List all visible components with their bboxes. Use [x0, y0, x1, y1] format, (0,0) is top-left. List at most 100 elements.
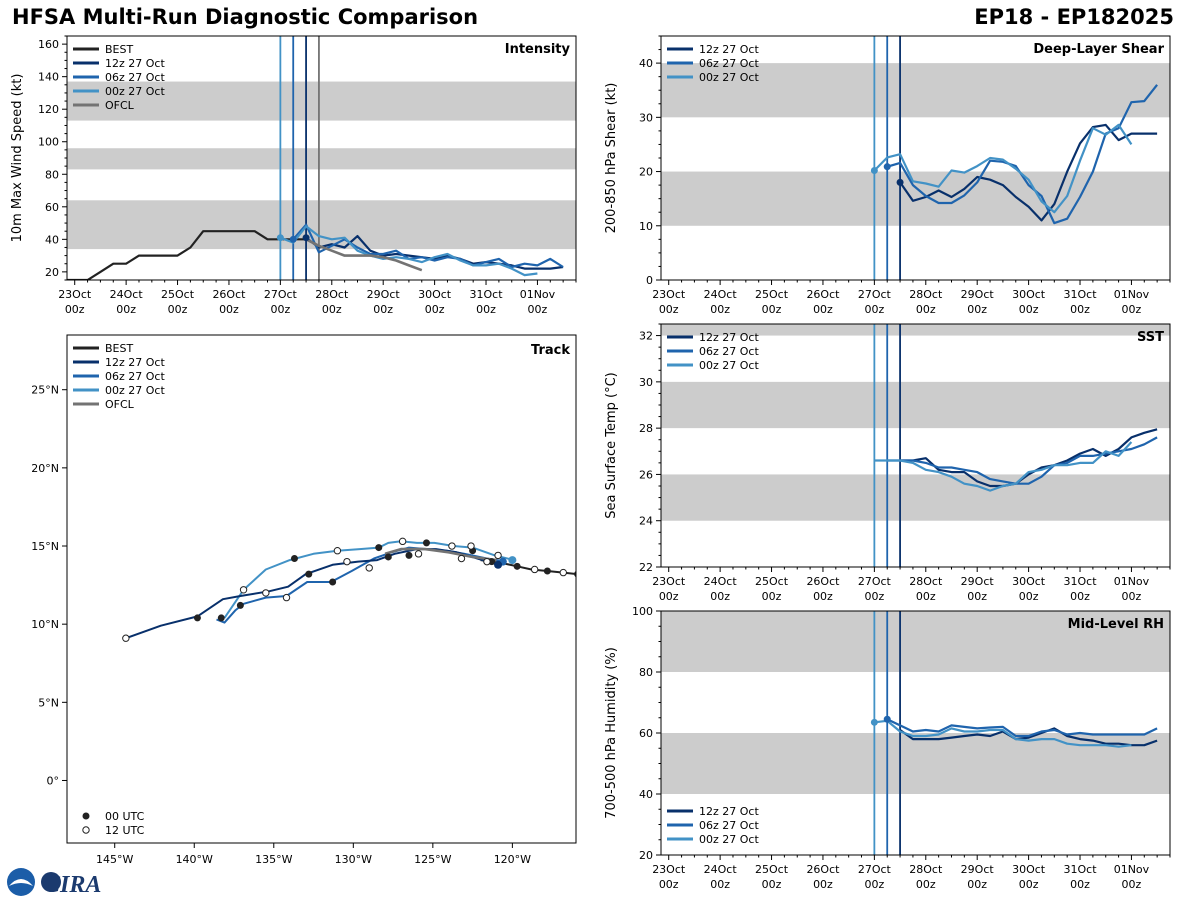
cira-globe-icon	[41, 872, 61, 892]
y-tick-label: 0°	[47, 774, 60, 787]
x-tick-sublabel: 00z	[116, 303, 136, 316]
legend-label: 00z 27 Oct	[105, 384, 165, 397]
panel-title: Track	[531, 343, 570, 358]
y-tick-label: 20°N	[31, 462, 59, 475]
fix-12utc	[494, 551, 502, 560]
init-marker	[276, 234, 284, 242]
legend-label: 12z 27 Oct	[105, 356, 165, 369]
fix-00utc	[422, 539, 430, 547]
x-tick-label: 25Oct	[755, 575, 789, 588]
series-line	[280, 225, 538, 277]
fix-12utc	[483, 557, 491, 566]
x-tick-sublabel: 00z	[476, 303, 496, 316]
y-tick-label: 40	[639, 788, 653, 801]
figure-title: HFSA Multi-Run Diagnostic Comparison	[12, 5, 479, 29]
fix-12utc	[122, 634, 130, 642]
y-tick-label: 60	[45, 201, 59, 214]
intensity-panel: 20 40 60 80 100 120 140 160 23Oct 00z 24Oct 00z 25Oc…	[10, 35, 577, 316]
fix-12utc	[414, 550, 423, 558]
y-tick-label: 30	[639, 111, 653, 124]
x-tick-label: 24Oct	[704, 288, 738, 301]
legend-label: 12z 27 Oct	[699, 43, 759, 56]
x-tick-sublabel: 00z	[373, 303, 393, 316]
y-axis-label: Sea Surface Temp (°C)	[604, 372, 619, 519]
x-tick-sublabel: 00z	[916, 303, 936, 316]
legend-label: BEST	[105, 342, 133, 355]
x-tick-label: 135°W	[255, 853, 292, 866]
x-tick-label: 30Oct	[1012, 575, 1046, 588]
x-tick-label: 27Oct	[858, 575, 892, 588]
x-tick-label: 25Oct	[161, 288, 195, 301]
track-panel: 145°W 140°W 135°W 130°W 125°W 120°W 0° 5°N 10°N 1…	[31, 334, 577, 866]
panel-title: Deep-Layer Shear	[1033, 42, 1164, 57]
x-tick-label: 28Oct	[315, 288, 349, 301]
fix-00utc	[574, 571, 576, 578]
fix-12utc	[448, 542, 456, 550]
y-tick-label: 20	[45, 266, 59, 279]
init-marker	[302, 234, 310, 242]
init-marker	[289, 235, 297, 243]
legend-label: 12 UTC	[105, 824, 145, 837]
track-start-marker	[508, 556, 517, 565]
x-tick-sublabel: 00z	[1070, 590, 1090, 603]
x-tick-sublabel: 00z	[65, 303, 85, 316]
x-tick-label: 24Oct	[110, 288, 144, 301]
x-tick-label: 31Oct	[1064, 288, 1098, 301]
shear-panel: 0 10 20 30 40 23Oct 00z 24Oct 00z 25Oct 00z 26Oct 00…	[604, 35, 1171, 316]
y-tick-label: 160	[38, 38, 59, 51]
x-tick-sublabel: 00z	[1122, 590, 1142, 603]
threshold-band	[67, 81, 576, 121]
legend-label: 12z 27 Oct	[699, 805, 759, 818]
noaa-bird-icon	[9, 879, 33, 886]
x-tick-label: 140°W	[176, 853, 213, 866]
legend-label: 12z 27 Oct	[699, 331, 759, 344]
x-tick-label: 29Oct	[961, 575, 995, 588]
x-tick-label: 23Oct	[58, 288, 92, 301]
x-tick-label: 29Oct	[961, 863, 995, 876]
sst-panel: 22 24 26 28 30 32 23Oct 00z 24Oct 00z 25Oct 00z 26Oc…	[604, 323, 1171, 603]
threshold-band	[661, 324, 1170, 336]
legend-label: 12z 27 Oct	[105, 57, 165, 70]
legend-label: 06z 27 Oct	[699, 819, 759, 832]
x-tick-sublabel: 00z	[1070, 878, 1090, 891]
x-tick-sublabel: 00z	[762, 878, 782, 891]
cira-wordmark: CIRA	[44, 872, 101, 898]
legend-marker	[82, 812, 90, 820]
legend-label: BEST	[105, 43, 133, 56]
threshold-band	[661, 63, 1170, 118]
y-tick-label: 10°N	[31, 618, 59, 631]
x-tick-sublabel: 00z	[762, 303, 782, 316]
panel-title: Mid-Level RH	[1068, 617, 1164, 632]
x-tick-label: 25Oct	[755, 288, 789, 301]
x-tick-label: 145°W	[96, 853, 133, 866]
x-tick-sublabel: 00z	[659, 878, 679, 891]
x-tick-label: 31Oct	[470, 288, 504, 301]
threshold-band	[67, 148, 576, 170]
fix-12utc	[559, 568, 567, 577]
x-tick-sublabel: 00z	[967, 303, 987, 316]
series-line	[886, 718, 1158, 738]
threshold-band	[661, 474, 1170, 521]
cira-logo: CIRA	[7, 868, 101, 898]
x-tick-sublabel: 00z	[967, 590, 987, 603]
track-line	[125, 548, 499, 640]
x-tick-sublabel: 00z	[270, 303, 290, 316]
y-tick-label: 10	[639, 220, 653, 233]
x-tick-label: 120°W	[494, 853, 531, 866]
x-tick-label: 28Oct	[909, 575, 943, 588]
fix-00utc	[543, 567, 551, 575]
x-tick-label: 23Oct	[652, 863, 686, 876]
legend-label: 00z 27 Oct	[105, 85, 165, 98]
legend-label: OFCL	[105, 99, 135, 112]
legend-label: OFCL	[105, 398, 135, 411]
x-tick-sublabel: 00z	[1070, 303, 1090, 316]
x-tick-label: 26Oct	[212, 288, 246, 301]
y-tick-label: 20	[639, 849, 653, 862]
intensity-plot-area	[67, 36, 576, 280]
x-tick-label: 01Nov	[1114, 575, 1150, 588]
x-tick-label: 27Oct	[858, 288, 892, 301]
x-tick-label: 30Oct	[418, 288, 452, 301]
series-line	[874, 719, 1132, 748]
y-tick-label: 80	[45, 168, 59, 181]
